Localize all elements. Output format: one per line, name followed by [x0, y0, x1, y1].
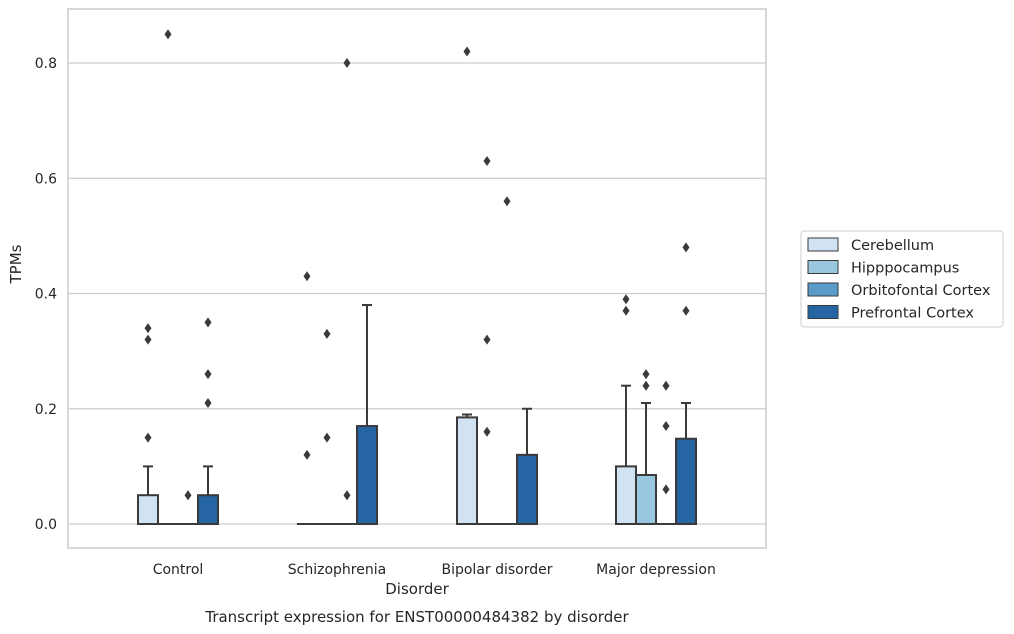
outlier-point	[662, 421, 670, 432]
box-body	[197, 494, 219, 525]
outlier-point	[682, 242, 690, 253]
y-tick-label: 0.4	[35, 287, 57, 303]
x-tick-label: Control	[153, 562, 204, 578]
legend-swatch	[807, 260, 839, 274]
y-tick-label: 0.6	[35, 171, 57, 187]
outliers	[144, 29, 690, 501]
legend-swatch	[807, 282, 839, 297]
boxes	[137, 304, 697, 526]
outlier-point	[303, 271, 311, 282]
legend: Cerebellum Hipppocampus Orbitofontal Corte…	[800, 230, 1004, 328]
outlier-point	[343, 490, 351, 501]
box-prefrontal-cortex	[197, 465, 219, 525]
outlier-point	[323, 432, 331, 443]
y-axis-label: TPMs	[7, 244, 25, 284]
x-tick-label: Major depression	[596, 562, 716, 578]
box-body	[137, 494, 159, 525]
outlier-point	[662, 380, 670, 391]
outlier-point	[303, 449, 311, 460]
box-body	[456, 416, 478, 525]
y-tick-label: 0.0	[35, 517, 57, 533]
outlier-point	[343, 58, 351, 68]
x-axis-categories: Control Schizophrenia Bipolar disorder Majo…	[153, 562, 716, 578]
box-body	[356, 425, 378, 526]
legend-label: Orbitofontal Cortex	[851, 283, 991, 299]
legend-label: Hipppocampus	[851, 261, 959, 277]
outlier-point	[642, 380, 650, 391]
box-body	[635, 474, 657, 525]
outlier-point	[144, 334, 152, 345]
outlier-point	[483, 334, 491, 345]
outlier-point	[323, 328, 331, 339]
outlier-point	[204, 317, 212, 328]
box-cerebellum	[456, 413, 478, 525]
box-body	[675, 437, 697, 525]
grid-lines	[68, 62, 766, 525]
box-prefrontal-cortex	[675, 401, 697, 525]
outlier-point	[662, 484, 670, 495]
x-tick-label: Bipolar disorder	[441, 562, 552, 578]
x-tick-label: Schizophrenia	[288, 562, 386, 578]
legend-swatch	[807, 305, 839, 319]
outlier-point	[622, 305, 630, 316]
y-tick-label: 0.8	[35, 56, 57, 72]
x-axis-label: Disorder	[385, 580, 449, 598]
y-tick-label: 0.2	[35, 402, 57, 418]
outlier-point	[642, 369, 650, 380]
box-body	[516, 453, 538, 526]
outlier-point	[622, 294, 630, 305]
y-axis-ticks: 0.0 0.2 0.4 0.6 0.8	[35, 56, 57, 533]
legend-frame	[800, 230, 1004, 328]
legend-swatch	[807, 237, 839, 252]
box-hipppocampus	[635, 401, 657, 525]
outlier-point	[184, 490, 192, 501]
box-prefrontal-cortex	[516, 407, 538, 526]
outlier-point	[144, 323, 152, 334]
outlier-point	[503, 196, 511, 207]
plot-area-frame	[67, 8, 767, 549]
chart-title: Transcript expression for ENST0000048438…	[204, 608, 629, 626]
box-cerebellum	[137, 465, 159, 525]
legend-label: Prefrontal Cortex	[851, 306, 974, 322]
outlier-point	[204, 369, 212, 380]
outlier-point	[204, 397, 212, 408]
legend-label: Cerebellum	[851, 238, 934, 254]
outlier-point	[144, 432, 152, 443]
box-cerebellum	[615, 384, 637, 525]
box-prefrontal-cortex	[356, 304, 378, 526]
outlier-point	[164, 29, 172, 40]
outlier-point	[483, 155, 491, 166]
box-body	[615, 465, 637, 525]
outlier-point	[483, 426, 491, 437]
outlier-point	[463, 46, 471, 57]
outlier-point	[682, 305, 690, 316]
